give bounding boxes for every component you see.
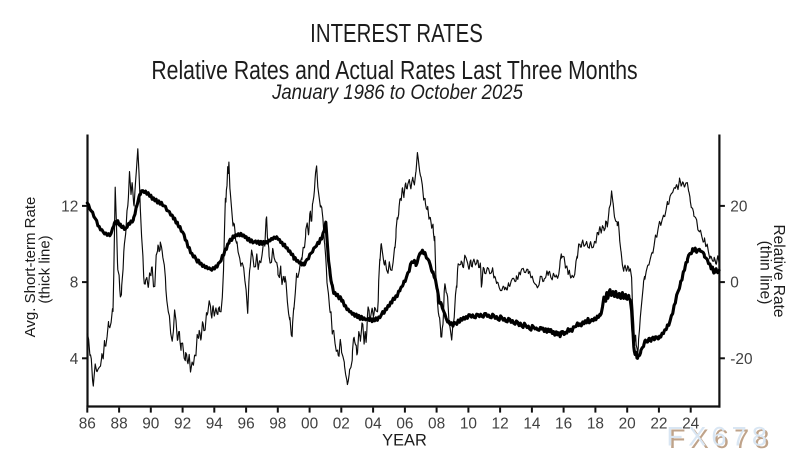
svg-text:24: 24 [682,416,700,433]
svg-text:-20: -20 [730,351,752,368]
svg-text:Relative Rates and Actual Rate: Relative Rates and Actual Rates Last Thr… [151,56,637,84]
svg-text:90: 90 [142,416,159,433]
svg-text:12: 12 [492,416,509,433]
svg-text:88: 88 [111,416,128,433]
svg-text:8: 8 [70,275,79,292]
svg-text:00: 00 [301,416,318,433]
svg-text:18: 18 [587,416,604,433]
svg-text:94: 94 [206,416,224,433]
svg-text:10: 10 [460,416,477,433]
svg-text:08: 08 [428,416,445,433]
svg-text:20: 20 [730,198,747,215]
svg-text:20: 20 [619,416,636,433]
svg-text:06: 06 [396,416,413,433]
svg-text:January 1986 to October 2025: January 1986 to October 2025 [271,81,524,104]
svg-text:86: 86 [79,416,96,433]
svg-text:04: 04 [365,416,383,433]
svg-text:12: 12 [61,198,78,215]
svg-text:96: 96 [238,416,255,433]
svg-text:Relative Rate: Relative Rate [770,224,787,317]
svg-text:16: 16 [555,416,572,433]
svg-text:INTEREST RATES: INTEREST RATES [310,18,483,47]
svg-text:22: 22 [650,416,667,433]
svg-text:FX678: FX678 [669,424,775,454]
svg-text:14: 14 [523,416,541,433]
svg-text:FX678: FX678 [667,422,773,452]
svg-text:92: 92 [174,416,191,433]
svg-text:0: 0 [730,275,739,292]
svg-text:4: 4 [70,351,79,368]
svg-text:02: 02 [333,416,350,433]
svg-text:(thin line): (thin line) [756,241,773,305]
svg-text:98: 98 [269,416,286,433]
svg-text:Avg. Short-term Rate: Avg. Short-term Rate [22,197,39,338]
svg-text:YEAR: YEAR [382,431,427,449]
svg-text:(thick line): (thick line) [36,235,53,303]
